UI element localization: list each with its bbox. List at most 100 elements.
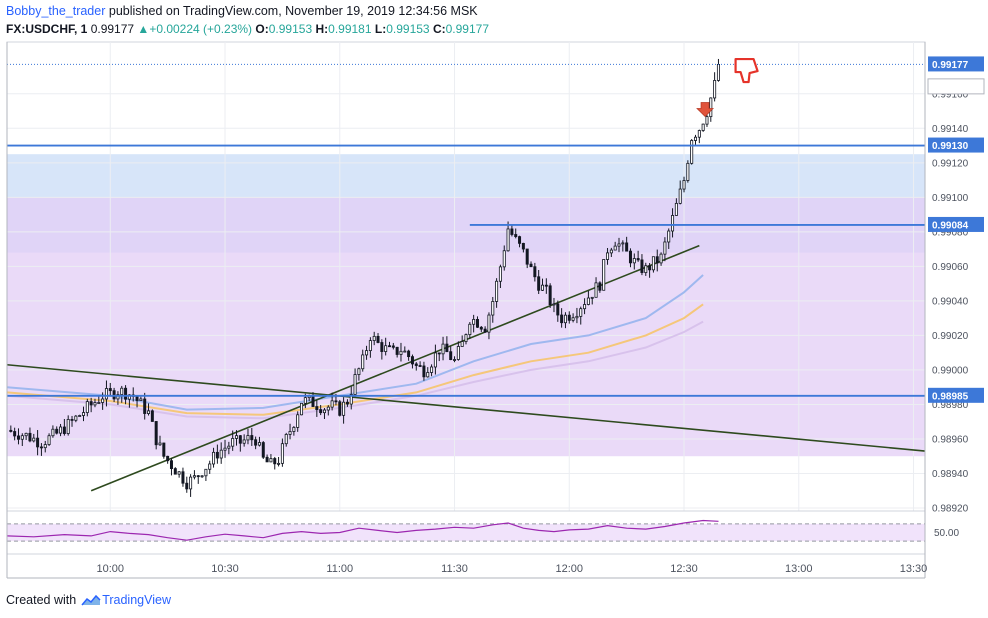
close-value: 0.99177 bbox=[445, 22, 490, 36]
y-tick-label: 0.98980 bbox=[932, 400, 969, 411]
thumbs-down-icon[interactable] bbox=[734, 57, 759, 84]
candle-body bbox=[479, 326, 483, 330]
candle-body bbox=[204, 468, 208, 477]
candle-body bbox=[671, 215, 675, 232]
candle-body bbox=[24, 432, 28, 437]
candle-body bbox=[303, 397, 307, 404]
candle-body bbox=[32, 437, 36, 442]
price-label-hline: 0.99130 bbox=[932, 141, 969, 152]
price-label-hline: 0.99084 bbox=[932, 220, 969, 231]
candle-body bbox=[36, 437, 40, 448]
tradingview-cloud-icon bbox=[81, 594, 101, 606]
candle-body bbox=[353, 374, 357, 395]
candle-body bbox=[533, 266, 537, 278]
candle-body bbox=[632, 258, 636, 264]
candle-body bbox=[387, 345, 391, 348]
trendline-0[interactable] bbox=[6, 363, 926, 452]
rsi-band bbox=[7, 523, 925, 542]
candle-body bbox=[716, 64, 720, 81]
x-tick-label: 11:30 bbox=[441, 563, 468, 575]
y-tick-label: 0.99040 bbox=[932, 296, 969, 307]
candle-body bbox=[200, 475, 204, 478]
candle-body bbox=[456, 346, 460, 360]
candle-body bbox=[196, 475, 200, 478]
candle-body bbox=[541, 284, 545, 291]
candle-body bbox=[617, 243, 621, 247]
candle-body bbox=[280, 443, 284, 464]
candle-body bbox=[399, 350, 403, 355]
candle-body bbox=[433, 352, 437, 368]
candle-body bbox=[166, 455, 170, 462]
candle-body bbox=[185, 482, 189, 490]
candle-body bbox=[215, 451, 219, 459]
candle-body bbox=[13, 431, 17, 437]
candle-body bbox=[82, 412, 86, 416]
candle-body bbox=[246, 435, 250, 441]
candle-body bbox=[521, 242, 525, 250]
open-value: 0.99153 bbox=[268, 22, 313, 36]
last-price: 0.99177 bbox=[90, 22, 135, 36]
price-label-last: 0.99177 bbox=[932, 60, 969, 71]
price-label-timer: 00:05 bbox=[932, 82, 957, 93]
candle-body bbox=[20, 435, 24, 440]
candle-body bbox=[162, 442, 166, 457]
y-tick-label: 0.99140 bbox=[932, 124, 969, 135]
candle-body bbox=[365, 350, 369, 356]
candle-body bbox=[261, 442, 265, 458]
candle-body bbox=[177, 471, 181, 475]
candle-body bbox=[628, 250, 632, 264]
candle-body bbox=[713, 80, 717, 99]
candle-body bbox=[414, 363, 418, 366]
candle-body bbox=[384, 345, 388, 352]
candle-body bbox=[705, 116, 709, 125]
footer: Created with TradingView bbox=[6, 593, 171, 607]
candle-body bbox=[208, 463, 212, 470]
candle-body bbox=[143, 398, 147, 414]
candle-body bbox=[709, 97, 713, 118]
moving-average-2 bbox=[6, 320, 704, 420]
y-tick-label: 0.99160 bbox=[932, 89, 969, 100]
up-triangle-icon: ▲ bbox=[137, 22, 150, 36]
candle-body bbox=[640, 259, 644, 273]
candle-body bbox=[441, 343, 445, 355]
candle-body bbox=[560, 314, 564, 324]
symbol-label[interactable]: FX:USDCHF, 1 bbox=[6, 22, 88, 36]
candle-body bbox=[418, 365, 422, 367]
price-label-hline: 0.98985 bbox=[932, 391, 969, 402]
candle-body bbox=[242, 439, 246, 444]
candle-body bbox=[315, 406, 319, 410]
candle-body bbox=[116, 394, 120, 400]
sell-arrow-icon[interactable] bbox=[696, 102, 715, 118]
open-label: O: bbox=[255, 22, 269, 36]
candle-body bbox=[361, 354, 365, 370]
candle-body bbox=[9, 429, 13, 432]
candle-body bbox=[181, 471, 185, 484]
candle-body bbox=[368, 340, 372, 352]
y-tick-label: 0.98920 bbox=[932, 504, 969, 515]
rsi-line bbox=[6, 519, 719, 541]
candle-body bbox=[483, 328, 487, 333]
candle-body bbox=[583, 304, 587, 310]
candle-body bbox=[602, 259, 606, 291]
candle-body bbox=[300, 402, 304, 416]
trendline-1[interactable] bbox=[90, 244, 700, 492]
candle-body bbox=[407, 350, 411, 358]
author-name[interactable]: Bobby_the_trader bbox=[6, 4, 106, 18]
tradingview-logo-link[interactable]: TradingView bbox=[80, 593, 171, 607]
candle-body bbox=[47, 435, 51, 445]
candle-body bbox=[464, 334, 468, 342]
low-value: 0.99153 bbox=[386, 22, 430, 36]
candle-body bbox=[16, 435, 20, 440]
candle-body bbox=[598, 282, 602, 291]
candle-body bbox=[449, 351, 453, 361]
candle-body bbox=[70, 419, 74, 421]
candle-body bbox=[690, 140, 694, 164]
candle-body bbox=[491, 301, 495, 316]
candle-body bbox=[472, 319, 476, 325]
rsi-pane[interactable] bbox=[6, 510, 926, 555]
candle-body bbox=[292, 427, 296, 432]
candle-body bbox=[529, 263, 533, 268]
x-tick-label: 13:30 bbox=[900, 563, 928, 575]
candle-body bbox=[345, 401, 349, 405]
